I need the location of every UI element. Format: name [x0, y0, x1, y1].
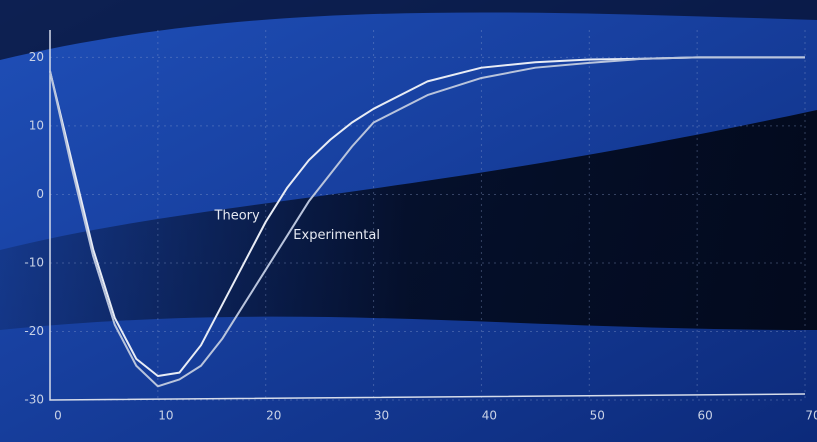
- x-tick-label: 20: [266, 409, 281, 423]
- axis-frame: [49, 30, 806, 401]
- x-tick-label: 0: [54, 409, 62, 423]
- x-tick-label: 10: [158, 409, 173, 423]
- y-tick-label: 20: [29, 50, 44, 64]
- x-tick-label: 30: [374, 409, 389, 423]
- y-tick-label: -10: [24, 255, 44, 269]
- background-band: [0, 110, 817, 330]
- x-tick-label: 50: [590, 409, 605, 423]
- x-tick-label: 70: [805, 409, 817, 423]
- series-label: Experimental: [293, 228, 380, 243]
- x-tick-label: 60: [698, 409, 713, 423]
- background-top: [0, 0, 817, 60]
- y-tick-label: -30: [24, 393, 44, 407]
- y-tick-label: 0: [36, 187, 44, 201]
- data-line: [49, 56, 805, 378]
- series-label: Theory: [214, 208, 260, 223]
- data-line: [49, 56, 805, 388]
- y-tick-label: 10: [29, 118, 44, 132]
- x-tick-label: 40: [482, 409, 497, 423]
- y-tick-label: -20: [24, 324, 44, 338]
